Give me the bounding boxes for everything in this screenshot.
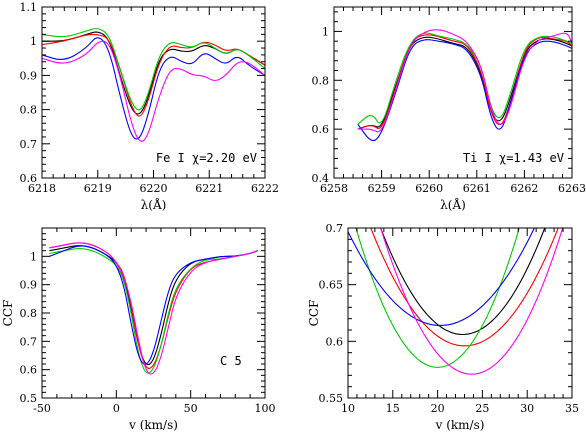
x-tick-label: 10 bbox=[341, 402, 355, 415]
y-tick-label: 0.9 bbox=[20, 279, 38, 292]
series-line-black bbox=[357, 36, 572, 130]
series-line-blue bbox=[42, 37, 265, 140]
x-tick-label: 20 bbox=[431, 402, 445, 415]
y-tick-label: 0.7 bbox=[20, 335, 38, 348]
panel-fe-spectrum: 6218 6219 6220 6221 6222 0.6 0.7 0.8 0.9 1 1.1 λ(Å)… bbox=[20, 1, 280, 212]
series-line-green bbox=[355, 228, 520, 368]
x-tick-label: 35 bbox=[565, 402, 579, 415]
x-tick-label: 6262 bbox=[510, 182, 538, 195]
y-tick-label: 0.55 bbox=[319, 392, 344, 405]
series-group bbox=[42, 28, 265, 142]
x-tick-label: 30 bbox=[520, 402, 534, 415]
y-tick-label: 1 bbox=[322, 25, 329, 38]
series-group bbox=[49, 242, 258, 375]
panel-annotation: Ti I χ=1.43 eV bbox=[463, 151, 564, 165]
plot-frame bbox=[333, 6, 573, 179]
y-tick-label: 0.8 bbox=[312, 74, 330, 87]
panel-ccf-zoom: 10 15 20 25 30 35 0.55 0.6 0.65 0.7 v (km/s) CCF bbox=[307, 222, 579, 432]
y-tick-label: 0.6 bbox=[326, 335, 344, 348]
x-tick-label: 6260 bbox=[415, 182, 443, 195]
y-tick-label: 1 bbox=[30, 35, 37, 48]
x-tick-label: 6258 bbox=[320, 182, 348, 195]
x-tick-label: 50 bbox=[184, 402, 198, 415]
y-tick-label: 0.6 bbox=[20, 172, 38, 185]
y-tick-label: 0.4 bbox=[312, 172, 330, 185]
x-tick-label: 6263 bbox=[558, 182, 586, 195]
panel-annotation: Fe I χ=2.20 eV bbox=[156, 151, 257, 165]
x-tick-label: 6222 bbox=[251, 182, 279, 195]
series-line-green bbox=[42, 28, 265, 111]
series-line-black bbox=[49, 245, 258, 366]
series-line-red bbox=[370, 228, 559, 347]
series-line-magenta bbox=[42, 40, 265, 142]
series-line-magenta bbox=[357, 29, 572, 133]
series-line-black bbox=[380, 228, 546, 336]
y-tick-label: 0.65 bbox=[319, 279, 344, 292]
series-line-red bbox=[42, 33, 265, 117]
x-axis-title: λ(Å) bbox=[141, 197, 167, 212]
y-tick-label: 0.5 bbox=[20, 392, 38, 405]
y-tick-label: 0.7 bbox=[326, 222, 344, 235]
x-tick-label: 100 bbox=[255, 402, 276, 415]
x-axis-title: v (km/s) bbox=[128, 418, 178, 432]
x-tick-label: 15 bbox=[386, 402, 400, 415]
series-line-green bbox=[49, 248, 258, 374]
series-line-magenta bbox=[49, 242, 258, 375]
series-line-green bbox=[357, 32, 572, 125]
y-tick-label: 1.1 bbox=[20, 1, 38, 14]
series-line-blue bbox=[357, 39, 572, 142]
y-tick-label: 1 bbox=[30, 250, 37, 263]
panel-ti-spectrum: 6258 6259 6260 6261 6262 6263 0.4 0.6 0.8 1 λ(Å) Ti… bbox=[312, 6, 586, 212]
series-line-black bbox=[42, 31, 265, 115]
x-tick-label: 6220 bbox=[140, 182, 168, 195]
x-tick-label: 0 bbox=[113, 402, 120, 415]
y-axis-title: CCF bbox=[307, 300, 321, 327]
series-line-blue bbox=[49, 245, 258, 365]
y-tick-label: 0.9 bbox=[20, 69, 38, 82]
x-tick-label: 6218 bbox=[28, 182, 56, 195]
panel-ccf-full: -50 0 50 100 0.5 0.6 0.7 0.8 0.9 1 v (km/s) CCF C 5 bbox=[1, 227, 276, 432]
series-group bbox=[357, 29, 572, 142]
series-group bbox=[348, 228, 564, 375]
y-tick-label: 0.6 bbox=[20, 364, 38, 377]
x-tick-label: 6261 bbox=[463, 182, 491, 195]
x-axis-title: λ(Å) bbox=[440, 197, 466, 212]
y-axis-title: CCF bbox=[1, 300, 15, 327]
y-tick-label: 0.6 bbox=[312, 123, 330, 136]
x-axis-title: v (km/s) bbox=[435, 418, 485, 432]
series-line-blue bbox=[348, 228, 535, 326]
plot-frame bbox=[347, 227, 573, 399]
x-tick-label: -50 bbox=[33, 402, 51, 415]
y-tick-label: 0.7 bbox=[20, 138, 38, 151]
x-tick-label: 25 bbox=[475, 402, 489, 415]
y-tick-label: 0.8 bbox=[20, 307, 38, 320]
x-tick-label: 6259 bbox=[368, 182, 396, 195]
series-line-red bbox=[357, 34, 572, 130]
x-tick-label: 6221 bbox=[195, 182, 223, 195]
panel-annotation: C 5 bbox=[220, 354, 242, 368]
y-tick-label: 0.8 bbox=[20, 104, 38, 117]
x-tick-label: 6219 bbox=[84, 182, 112, 195]
series-line-magenta bbox=[380, 228, 564, 375]
